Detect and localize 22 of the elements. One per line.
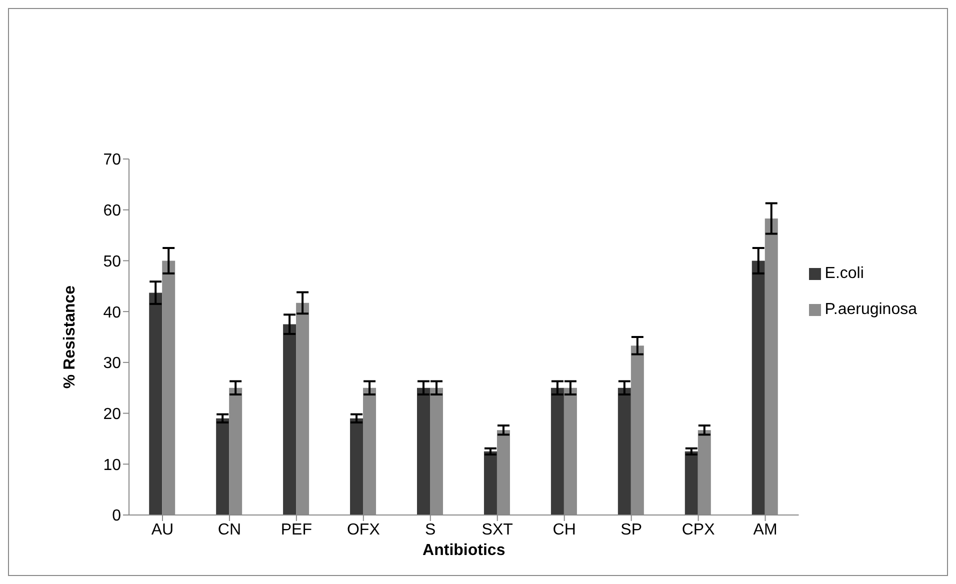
y-tick-label: 40	[103, 304, 122, 322]
y-tick-label: 60	[103, 202, 122, 220]
y-tick-label: 30	[103, 355, 122, 372]
legend-label: P.aeruginosa	[824, 301, 917, 318]
x-tick-label: CN	[218, 521, 242, 538]
x-tick-label: CPX	[682, 521, 716, 538]
x-tick-label: CH	[552, 521, 576, 538]
x-axis-title: Antibiotics	[422, 542, 506, 559]
x-tick-label: AU	[151, 521, 174, 538]
y-tick-label: 10	[103, 456, 122, 474]
legend-label: E.coli	[824, 265, 864, 282]
y-axis-title: % Resistance	[62, 285, 79, 389]
y-tick-label: 50	[103, 253, 122, 270]
x-tick-label: S	[425, 521, 436, 538]
x-tick-label: OFX	[346, 521, 380, 538]
y-tick-label: 20	[103, 406, 122, 423]
y-tick-label: 0	[112, 508, 122, 525]
x-tick-label: SXT	[482, 521, 514, 538]
x-tick-label: AM	[753, 521, 778, 538]
x-tick-label: PEF	[280, 521, 312, 538]
y-tick-label: 70	[103, 152, 122, 169]
x-tick-label: SP	[620, 521, 642, 538]
